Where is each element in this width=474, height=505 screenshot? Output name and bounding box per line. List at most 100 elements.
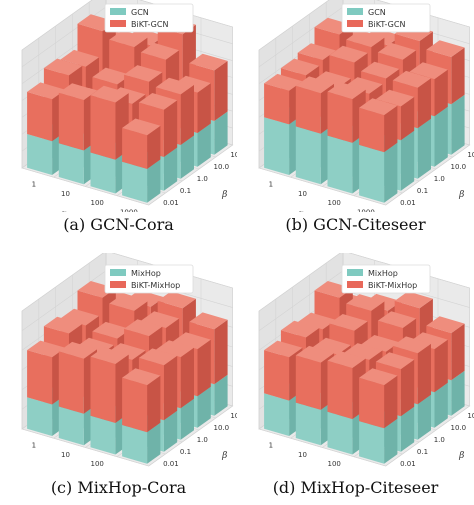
base-bar-front [122,425,148,464]
bar-stack [359,98,398,203]
bikt-bar-side [434,69,448,117]
bikt-bar-side [163,355,178,421]
alpha-tick-label: 1 [269,181,273,189]
bikt-bar-top [426,40,465,57]
bikt-bar-top [295,76,334,94]
legend-box [104,264,194,294]
bikt-bar-top [107,343,146,360]
bar-stack [122,368,161,464]
base-bar-side [400,406,415,452]
plot-area: 1101001000α0.010.11.010.0100.0β62.563.06… [258,0,474,212]
bikt-bar-top [92,321,131,339]
beta-tick-label: 0.01 [163,199,179,207]
bikt-bar-top [359,368,398,386]
beta-gridline [21,311,149,467]
bikt-bar-front [359,377,385,429]
beta-axis-label: β [458,190,464,200]
legend-swatch-base [347,8,363,15]
bikt-bar-top [346,294,385,311]
bikt-bar-top [363,28,402,46]
beta-tick-label: 10.0 [214,163,230,171]
base-bar-side [451,94,465,155]
beta-tick-label: 0.1 [417,187,428,195]
base-bar-front [295,402,321,446]
alpha-tick-label: 100 [328,460,341,468]
legend-box [104,3,194,33]
bikt-bar-side [197,339,211,397]
bikt-bar-top [109,30,148,48]
beta-axis-label: β [221,190,227,200]
bikt-bar-side [384,375,398,429]
bikt-bar-front [27,91,53,142]
legend-label-base: GCN [131,8,149,17]
bikt-bar-top [90,347,129,364]
bikt-bar-side [147,125,161,169]
bikt-bar-side [400,359,415,417]
bikt-bar-top [394,291,433,309]
base-bar-side [180,135,194,179]
base-bar-front [264,393,290,436]
bikt-bar-top [58,341,97,359]
beta-tick-label: 0.1 [180,187,191,195]
bikt-bar-top [327,351,366,368]
bikt-bar-top [27,82,66,100]
alpha-tick-label: 10 [298,190,307,198]
caption-mixhop-cora: (c) MixHop-Cora [50,478,187,497]
bikt-bar-side [434,339,448,393]
bikt-bar-top [138,93,178,110]
alpha-tick-label: 10 [298,451,307,459]
beta-tick-label: 1.0 [197,175,208,183]
beta-tick-label: 0.01 [400,199,416,207]
bikt-bar-top [92,67,131,85]
legend-box [341,3,431,33]
bikt-bar-top [109,294,148,311]
legend-swatch-base [347,269,363,276]
bikt-bar-top [43,58,83,76]
bikt-bar-top [329,45,368,63]
bar-stack [90,347,129,455]
legend-label-bikt: BiKT-MixHop [131,281,180,290]
base-bar-side [147,159,161,203]
plot-area: 1101001000α0.010.11.010.0100.0β71.072.07… [21,0,237,212]
bikt-bar-front [359,107,385,153]
legend-label-bikt: BiKT-MixHop [368,281,417,290]
legend-label-bikt: BiKT-GCN [131,20,168,29]
bikt-bar-top [297,312,336,330]
alpha-tick-label: 100 [91,460,104,468]
base-bar-side [214,374,228,416]
bikt-bar-side [451,47,465,105]
bikt-bar-front [327,91,353,143]
beta-tick-label: 100.0 [467,151,474,159]
legend-swatch-base [110,8,126,15]
chart-mixhop-cora: 1101001000α0.010.11.010.0100.0β73.074.07… [21,253,237,468]
caption-gcn-citeseer: (b) GCN-Citeseer [285,215,426,234]
bikt-bar-top [124,319,163,337]
alpha-gridline [385,27,470,206]
base-bar-front [359,421,385,464]
base-bar-front [58,143,84,185]
bikt-bar-top [126,290,165,307]
bikt-bar-top [327,82,366,100]
base-bar-front [27,134,53,175]
bikt-bar-front [264,350,290,401]
bikt-bar-top [126,28,165,46]
beta-gridline [258,50,386,206]
bikt-bar-top [157,291,196,309]
bar-stack [122,118,161,203]
beta-axis-label: β [458,451,464,461]
alpha-tick-label: 100 [91,199,104,207]
base-bar-front [122,161,148,203]
bikt-bar-side [180,347,194,409]
bikt-bar-top [172,75,211,93]
bar-stack [359,368,398,464]
bikt-bar-top [344,343,383,360]
bikt-bar-side [197,83,211,133]
bikt-bar-top [409,332,448,350]
bikt-bar-front [27,350,53,405]
bikt-bar-front [90,356,116,423]
base-bar-side [417,118,431,179]
bikt-bar-side [214,319,228,385]
bikt-bar-top [138,348,178,366]
bikt-bar-front [58,351,84,414]
